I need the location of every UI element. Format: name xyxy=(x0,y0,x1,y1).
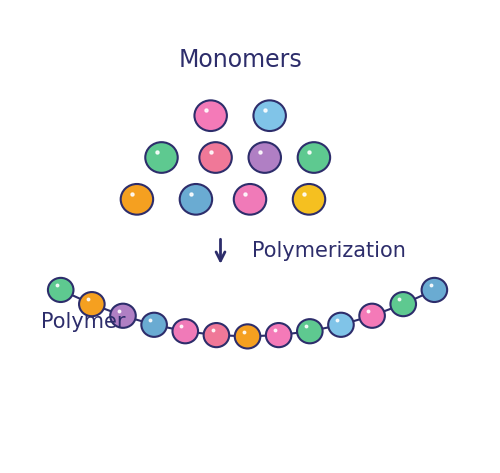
Circle shape xyxy=(110,304,136,328)
Circle shape xyxy=(360,304,385,328)
Circle shape xyxy=(48,278,74,302)
Circle shape xyxy=(142,313,167,337)
Circle shape xyxy=(180,184,212,215)
Text: Polymer: Polymer xyxy=(41,313,125,333)
Circle shape xyxy=(79,292,104,316)
Circle shape xyxy=(298,142,330,173)
Circle shape xyxy=(390,292,416,316)
Circle shape xyxy=(146,142,178,173)
Circle shape xyxy=(293,184,325,215)
Circle shape xyxy=(194,100,227,131)
Circle shape xyxy=(204,323,229,347)
Circle shape xyxy=(422,278,447,302)
Circle shape xyxy=(120,184,153,215)
Circle shape xyxy=(234,184,266,215)
Circle shape xyxy=(254,100,286,131)
Circle shape xyxy=(248,142,281,173)
Text: Polymerization: Polymerization xyxy=(252,241,406,262)
Circle shape xyxy=(266,323,291,347)
Circle shape xyxy=(235,324,260,349)
Circle shape xyxy=(297,319,322,343)
Circle shape xyxy=(172,319,198,343)
Circle shape xyxy=(200,142,232,173)
Circle shape xyxy=(328,313,353,337)
Text: Monomers: Monomers xyxy=(178,48,302,72)
